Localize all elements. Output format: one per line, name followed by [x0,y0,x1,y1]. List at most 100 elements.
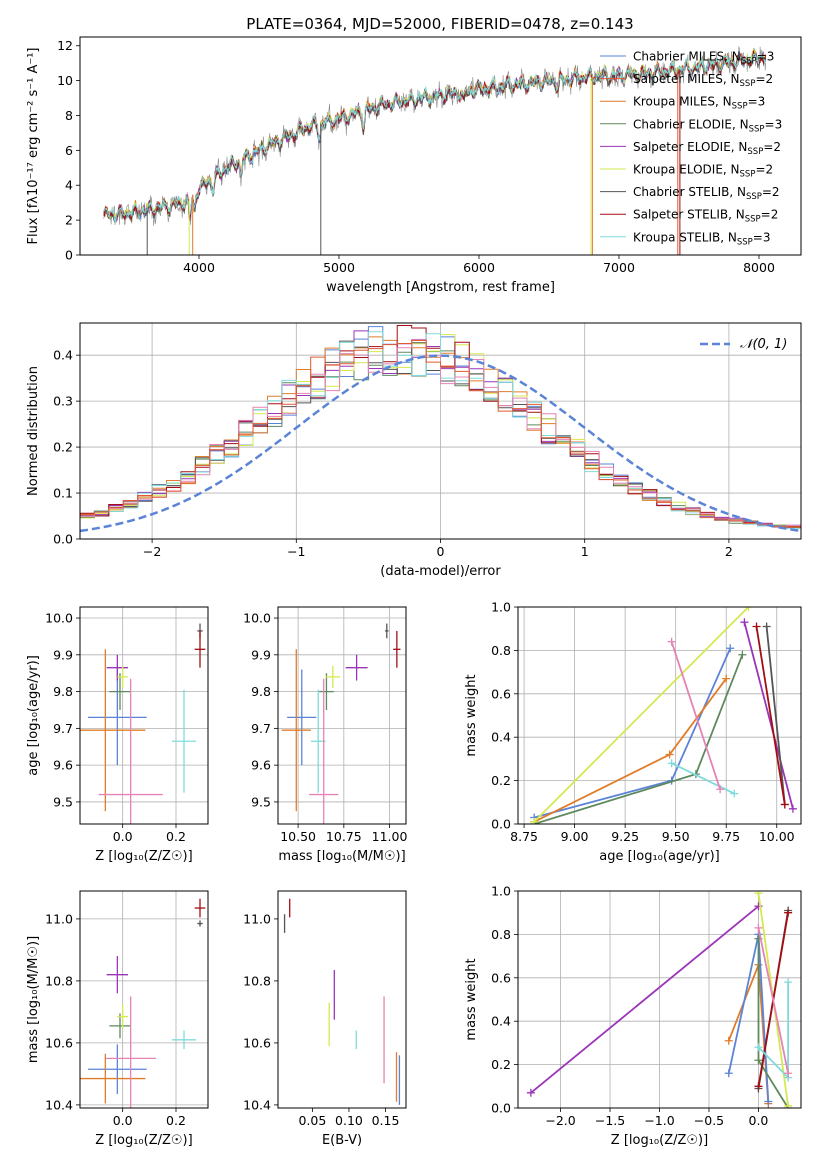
x-tick-label: 8000 [743,260,775,275]
legend-label: 𝒩(0, 1) [740,337,787,352]
weight-marker [744,607,753,611]
spectrum-frame [79,36,802,256]
weight-marker [740,618,749,627]
weight-line [533,607,750,823]
x-tick-label: −1.0 [644,1113,674,1128]
y-axis-label: mass [log₁₀(M/M☉)] [26,936,41,1063]
y-tick-label: 0.0 [491,817,511,832]
weight-marker [724,1036,733,1045]
y-tick-label: 0.2 [491,1057,511,1072]
x-tick-label: 2 [725,544,733,559]
weight-line [671,762,735,795]
weight-marker [784,978,793,987]
x-tick-label: 9.50 [662,829,690,844]
mass-vs-ebv-frame [277,890,407,1109]
y-axis-label: Normed distribution [26,366,41,496]
weight-marker [754,1082,763,1091]
y-axis-label: mass weight [464,674,479,756]
x-tick-label: 0.2 [166,1113,186,1128]
x-tick-label: 0.05 [298,1113,326,1128]
x-tick-label: 9.75 [712,829,740,844]
x-tick-label: 8.75 [510,829,538,844]
x-tick-label: −1 [287,544,305,559]
y-tick-label: 0.4 [491,1014,511,1029]
weight-marker [667,637,676,646]
weight-vs-age-frame [517,606,802,825]
weight-line [765,626,786,805]
age-vs-mass-frame [277,606,407,825]
weight-marker [754,891,763,898]
y-tick-label: 9.6 [251,758,271,773]
weight-vs-Z-lines [526,891,793,1108]
y-tick-label: 0.0 [53,532,73,547]
y-tick-label: 12 [57,38,73,53]
x-tick-label: 4000 [183,260,215,275]
x-tick-label: 9.00 [561,829,589,844]
y-tick-label: 0.4 [53,348,73,363]
x-axis-label: age [log₁₀(age/yr)] [599,849,720,864]
y-tick-label: 0.3 [53,394,73,409]
weight-line [755,626,786,805]
y-tick-label: 11.0 [243,911,271,926]
weight-marker [754,923,763,932]
y-tick-label: 0.2 [491,773,511,788]
residual-histogram [80,340,801,539]
data-point [197,920,203,927]
data-point [393,630,401,668]
y-tick-label: 10.0 [243,611,271,626]
mass-vs-Z-axes: 0.0 0.2 10.4 10.6 10.8 11.0 Z [log₁₀(Z/Z☉)] mas… [26,891,208,1148]
y-tick-label: 1.0 [491,600,511,615]
residual-legend: 𝒩(0, 1) [700,337,787,352]
y-tick-label: 10 [57,73,73,88]
y-tick-label: 0.6 [491,686,511,701]
weight-vs-Z-frame [517,890,802,1109]
data-point [194,630,206,668]
weight-line [670,641,721,790]
weight-marker [780,800,789,809]
y-tick-label: 9.6 [53,758,73,773]
x-tick-label: 6000 [463,260,495,275]
weight-marker [788,804,797,813]
weight-marker [754,1043,763,1052]
x-tick-label: 0.0 [113,1113,133,1128]
x-tick-label: 0.0 [113,829,133,844]
y-tick-label: 1.0 [491,884,511,899]
age-vs-Z-axes: 0.0 0.2 9.5 9.6 9.7 9.8 9.9 10.0 Z [log₁₀(Z/Z☉)]… [26,607,208,864]
weight-marker [667,759,676,768]
y-tick-label: 9.9 [53,647,73,662]
weight-marker [722,674,731,683]
weight-marker [784,1101,793,1108]
weight-line [533,654,744,824]
y-tick-label: 0.0 [491,1101,511,1116]
y-tick-label: 6 [65,143,73,158]
residuals-axes: −2 −1 0 1 2 0.0 0.1 0.2 0.3 0.4 (data-model)/error… [26,323,801,579]
weight-marker [784,1069,793,1078]
age-vs-mass-axes: 10.50 10.75 11.00 9.5 9.6 9.7 9.8 9.9 10.0 mass [… [243,607,407,864]
x-tick-label: −2 [143,544,161,559]
x-tick-label: 1 [581,544,589,559]
x-tick-label: −0.5 [694,1113,724,1128]
data-point [105,996,156,1108]
data-point [309,678,339,824]
x-axis-label: wavelength [Angstrom, rest frame] [326,280,555,295]
y-tick-label: 9.5 [53,794,73,809]
data-point [117,665,128,688]
x-tick-label: 10.75 [326,829,362,844]
weight-vs-age-axes: 8.75 9.00 9.25 9.50 9.75 10.00 0.0 0.2 0.4 0.6 0.8… [464,600,801,864]
weight-marker [784,908,793,917]
y-tick-label: 10.8 [243,973,271,988]
y-axis-label: age [log₁₀(age/yr)] [26,655,41,776]
y-tick-label: 11.0 [45,911,73,926]
y-axis-label: Flux [fλ10⁻¹⁷ erg cm⁻² s⁻¹ A⁻¹] [26,48,41,245]
legend-label: Chabrier STELIB, NSSP=2 [633,185,780,202]
data-point [88,669,147,766]
data-point [106,956,128,994]
plot-layer: 4000 5000 6000 7000 8000024681012wavelength … [26,36,802,1148]
x-axis-label: (data-model)/error [380,564,501,579]
x-axis-label: E(B-V) [322,1133,362,1148]
data-point [88,1044,147,1095]
y-tick-label: 2 [65,213,73,228]
mass-vs-Z-points [80,898,206,1108]
y-tick-label: 10.4 [45,1097,73,1112]
